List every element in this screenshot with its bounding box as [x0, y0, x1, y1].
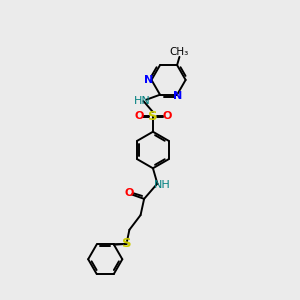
- Text: N: N: [145, 75, 154, 85]
- Text: O: O: [134, 111, 144, 122]
- Text: O: O: [124, 188, 134, 198]
- Text: NH: NH: [154, 180, 171, 190]
- Text: CH₃: CH₃: [170, 47, 189, 57]
- Text: O: O: [162, 111, 172, 122]
- Text: N: N: [173, 91, 182, 101]
- Text: HN: HN: [134, 95, 150, 106]
- Text: S: S: [148, 110, 158, 123]
- Text: S: S: [122, 237, 131, 250]
